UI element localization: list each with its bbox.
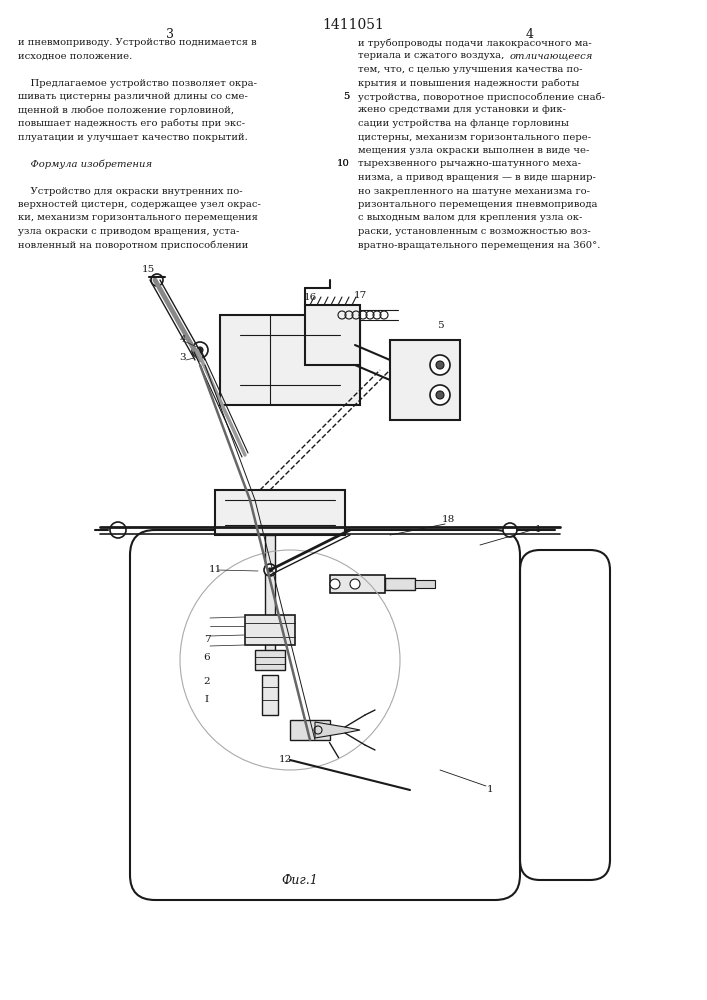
Text: но закрепленного на шатуне механизма го-: но закрепленного на шатуне механизма го- — [358, 186, 590, 196]
Bar — [385, 578, 415, 590]
Text: крытия и повышения надежности работы: крытия и повышения надежности работы — [358, 79, 579, 88]
Text: тем, что, с целью улучшения качества по-: тем, что, с целью улучшения качества по- — [358, 65, 583, 74]
Text: 1: 1 — [486, 786, 493, 794]
Text: 16: 16 — [303, 294, 317, 302]
Circle shape — [436, 361, 444, 369]
Bar — [220, 315, 360, 405]
Circle shape — [350, 579, 360, 589]
Text: Фиг.1: Фиг.1 — [281, 874, 318, 886]
Text: Предлагаемое устройство позволяет окра-: Предлагаемое устройство позволяет окра- — [18, 79, 257, 88]
Text: ки, механизм горизонтального перемещения: ки, механизм горизонтального перемещения — [18, 214, 258, 223]
Bar — [290, 720, 330, 740]
Text: 1: 1 — [534, 526, 542, 534]
Text: 10: 10 — [337, 159, 350, 168]
Text: мещения узла окраски выполнен в виде че-: мещения узла окраски выполнен в виде че- — [358, 146, 590, 155]
Text: вратно-вращательного перемещения на 360°.: вратно-вращательного перемещения на 360°… — [358, 240, 600, 249]
Circle shape — [197, 347, 203, 353]
Text: щенной в любое положение горловиной,: щенной в любое положение горловиной, — [18, 105, 234, 115]
Circle shape — [151, 274, 163, 286]
Text: исходное положение.: исходное положение. — [18, 51, 132, 60]
Bar — [215, 490, 345, 535]
Text: 10: 10 — [337, 159, 350, 168]
Bar — [415, 580, 435, 588]
Text: низма, а привод вращения — в виде шарнир-: низма, а привод вращения — в виде шарнир… — [358, 173, 596, 182]
Text: 5: 5 — [344, 92, 350, 101]
Text: 17: 17 — [354, 290, 367, 300]
Circle shape — [110, 522, 126, 538]
Text: и пневмоприводу. Устройство поднимается в: и пневмоприводу. Устройство поднимается … — [18, 38, 257, 47]
Circle shape — [264, 564, 276, 576]
Text: 12: 12 — [279, 756, 291, 764]
Text: териала и сжатого воздуха,: териала и сжатого воздуха, — [358, 51, 508, 60]
Text: с выходным валом для крепления узла ок-: с выходным валом для крепления узла ок- — [358, 214, 583, 223]
Text: 3: 3 — [180, 354, 187, 362]
Text: тырехзвенного рычажно-шатунного меха-: тырехзвенного рычажно-шатунного меха- — [358, 159, 581, 168]
Circle shape — [330, 579, 340, 589]
Text: Устройство для окраски внутренних по-: Устройство для окраски внутренних по- — [18, 186, 243, 196]
Text: 3: 3 — [166, 28, 174, 41]
Bar — [265, 535, 275, 660]
Text: 7: 7 — [204, 636, 210, 645]
Text: 4: 4 — [526, 28, 534, 41]
Text: I: I — [205, 696, 209, 704]
Text: устройства, поворотное приспособление снаб-: устройства, поворотное приспособление сн… — [358, 92, 605, 102]
Text: повышает надежность его работы при экс-: повышает надежность его работы при экс- — [18, 119, 245, 128]
Text: верхностей цистерн, содержащее узел окрас-: верхностей цистерн, содержащее узел окра… — [18, 200, 261, 209]
Text: отличающееся: отличающееся — [510, 51, 593, 60]
Bar — [305, 305, 360, 365]
Text: 1411051: 1411051 — [322, 18, 384, 32]
Text: и трубопроводы подачи лакокрасочного ма-: и трубопроводы подачи лакокрасочного ма- — [358, 38, 592, 47]
Text: 18: 18 — [441, 516, 455, 524]
Polygon shape — [315, 722, 360, 738]
Text: сации устройства на фланце горловины: сации устройства на фланце горловины — [358, 119, 569, 128]
Circle shape — [430, 355, 450, 375]
Text: плуатации и улучшает качество покрытий.: плуатации и улучшает качество покрытий. — [18, 132, 247, 141]
Bar — [245, 615, 295, 645]
Text: новленный на поворотном приспособлении: новленный на поворотном приспособлении — [18, 240, 248, 250]
Bar — [262, 675, 278, 715]
Text: 6: 6 — [204, 654, 210, 662]
Text: жено средствами для установки и фик-: жено средствами для установки и фик- — [358, 105, 566, 114]
Text: раски, установленным с возможностью воз-: раски, установленным с возможностью воз- — [358, 227, 591, 236]
Text: 5: 5 — [437, 320, 443, 330]
Text: цистерны, механизм горизонтального пере-: цистерны, механизм горизонтального пере- — [358, 132, 591, 141]
Text: шивать цистерны различной длины со сме-: шивать цистерны различной длины со сме- — [18, 92, 248, 101]
Text: 15: 15 — [141, 265, 155, 274]
Text: Формула изобретения: Формула изобретения — [18, 159, 152, 169]
Bar — [390, 340, 460, 420]
Circle shape — [436, 391, 444, 399]
Circle shape — [268, 568, 272, 572]
Text: ризонтального перемещения пневмопривода: ризонтального перемещения пневмопривода — [358, 200, 597, 209]
Bar — [255, 650, 285, 670]
Text: 11: 11 — [209, 566, 221, 574]
Text: 2: 2 — [204, 678, 210, 686]
Text: узла окраски с приводом вращения, уста-: узла окраски с приводом вращения, уста- — [18, 227, 240, 236]
Circle shape — [192, 342, 208, 358]
Bar — [330, 575, 385, 593]
Circle shape — [503, 523, 517, 537]
Text: 5: 5 — [344, 92, 350, 101]
Circle shape — [430, 385, 450, 405]
Text: 4: 4 — [180, 336, 187, 344]
